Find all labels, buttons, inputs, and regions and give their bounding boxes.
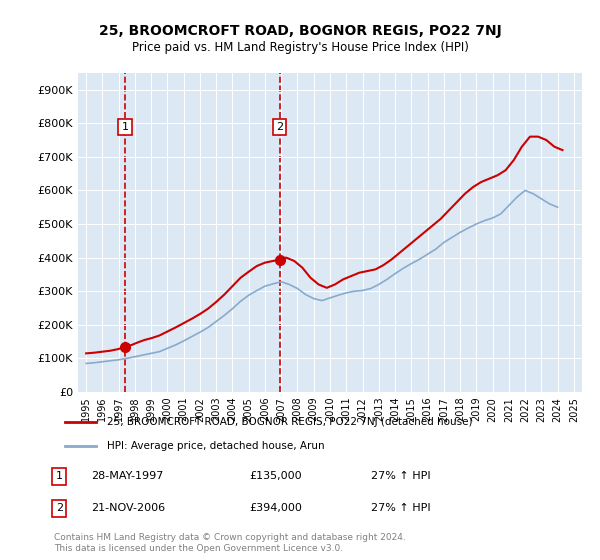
- Text: 1: 1: [56, 471, 63, 481]
- Text: 27% ↑ HPI: 27% ↑ HPI: [371, 503, 430, 514]
- Text: HPI: Average price, detached house, Arun: HPI: Average price, detached house, Arun: [107, 441, 325, 451]
- Text: £135,000: £135,000: [250, 471, 302, 481]
- Text: 27% ↑ HPI: 27% ↑ HPI: [371, 471, 430, 481]
- Text: 21-NOV-2006: 21-NOV-2006: [91, 503, 165, 514]
- Text: 25, BROOMCROFT ROAD, BOGNOR REGIS, PO22 7NJ (detached house): 25, BROOMCROFT ROAD, BOGNOR REGIS, PO22 …: [107, 417, 472, 427]
- Text: 1: 1: [122, 122, 128, 132]
- Text: 25, BROOMCROFT ROAD, BOGNOR REGIS, PO22 7NJ: 25, BROOMCROFT ROAD, BOGNOR REGIS, PO22 …: [98, 24, 502, 38]
- Text: 2: 2: [276, 122, 283, 132]
- Text: Contains HM Land Registry data © Crown copyright and database right 2024.
This d: Contains HM Land Registry data © Crown c…: [54, 534, 406, 553]
- Text: 2: 2: [56, 503, 63, 514]
- Text: 28-MAY-1997: 28-MAY-1997: [91, 471, 163, 481]
- Text: Price paid vs. HM Land Registry's House Price Index (HPI): Price paid vs. HM Land Registry's House …: [131, 41, 469, 54]
- Text: £394,000: £394,000: [250, 503, 302, 514]
